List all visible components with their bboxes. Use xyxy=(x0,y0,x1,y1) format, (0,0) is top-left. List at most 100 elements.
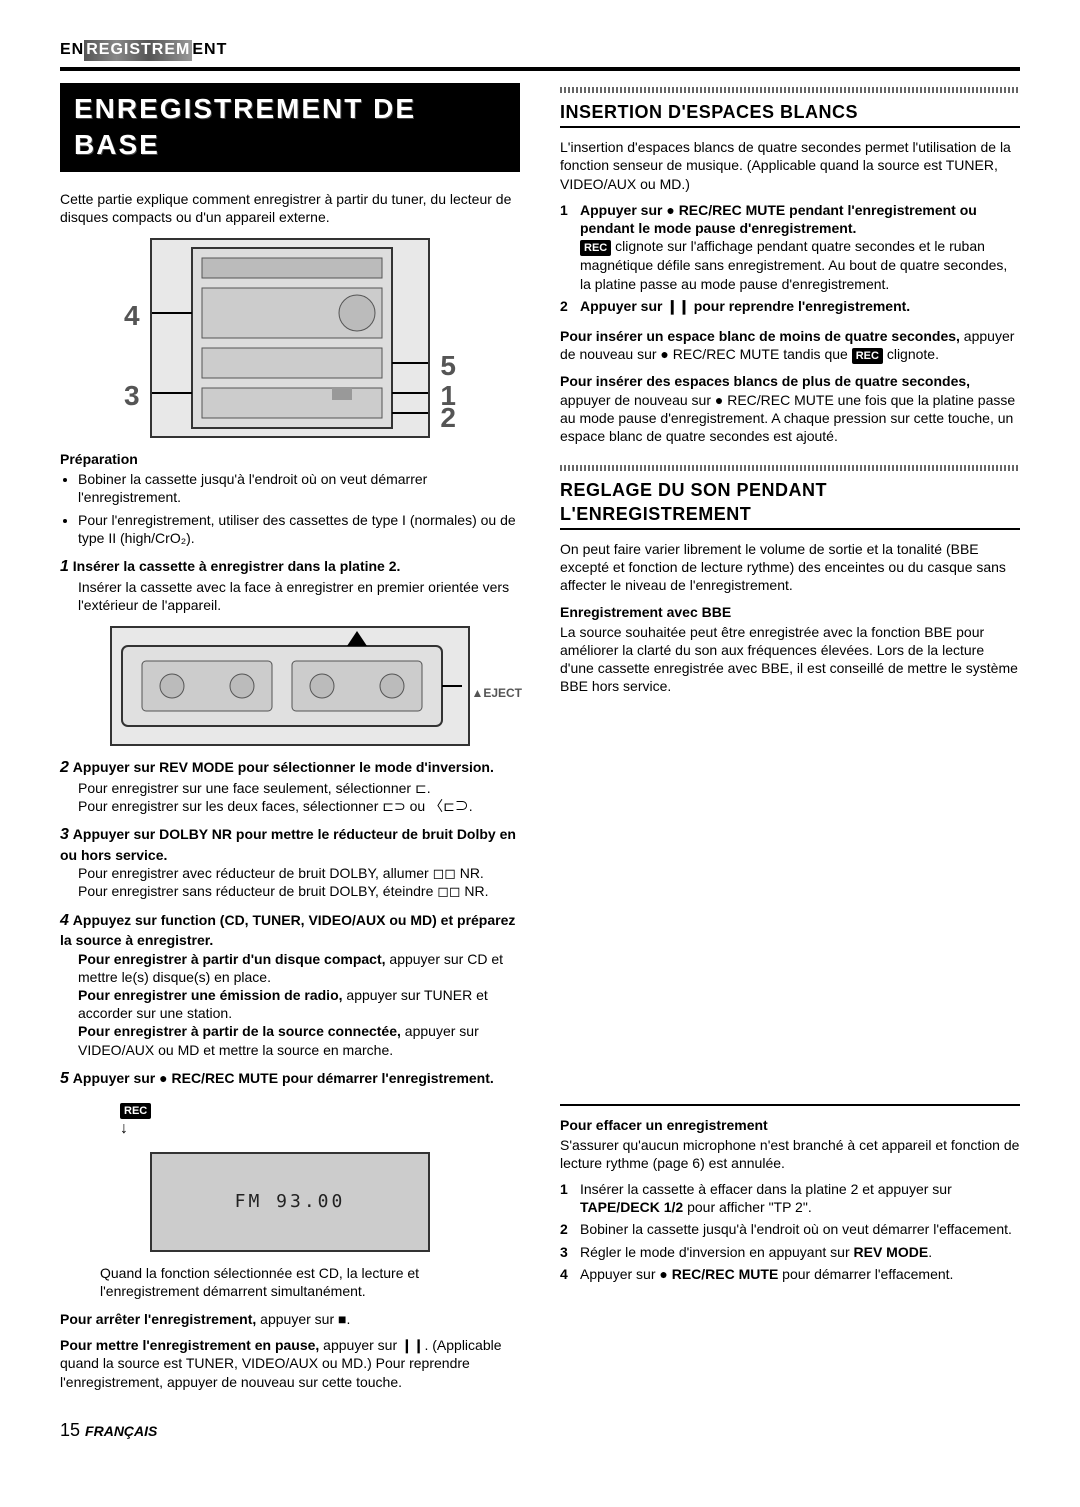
item-bold: Appuyer sur ● REC/REC MUTE pendant l'enr… xyxy=(580,202,977,236)
right-column: INSERTION D'ESPACES BLANCS L'insertion d… xyxy=(560,83,1020,1399)
stop-line: Pour arrêter l'enregistrement, appuyer s… xyxy=(60,1310,520,1328)
display-diagram: FM 93.00 xyxy=(150,1152,430,1252)
step-num: 5 xyxy=(60,1070,69,1087)
item-bold: Appuyer sur ❙❙ pour reprendre l'enregist… xyxy=(580,297,910,315)
erase-intro: S'assurer qu'aucun microphone n'est bran… xyxy=(560,1136,1020,1172)
step-num: 1 xyxy=(60,558,69,575)
rec-badge-icon: REC xyxy=(580,240,611,256)
page-number: 15 xyxy=(60,1420,80,1440)
header-pre: EN xyxy=(60,41,84,58)
deck-diagram: ▲EJECT xyxy=(110,626,470,746)
list-item: Bobiner la cassette jusqu'à l'endroit où… xyxy=(78,470,520,506)
page-footer: 15 FRANÇAIS xyxy=(60,1419,1020,1442)
prep-bullets: Bobiner la cassette jusqu'à l'endroit où… xyxy=(60,470,520,547)
step-title: Appuyer sur DOLBY NR pour mettre le rédu… xyxy=(60,826,516,863)
erase-text-a: Régler le mode d'inversion en appuyant s… xyxy=(580,1244,854,1260)
thick-sep xyxy=(560,1104,1020,1106)
sec1-more-bold: Pour insérer des espaces blancs de plus … xyxy=(560,373,970,389)
stop-rest: appuyer sur ■. xyxy=(256,1311,350,1327)
deck-svg xyxy=(112,626,468,746)
step-num: 4 xyxy=(60,912,69,929)
sec1-underline xyxy=(560,126,1020,128)
eject-label: ▲EJECT xyxy=(471,686,522,702)
step-num: 2 xyxy=(60,759,69,776)
diagram-num-4: 4 xyxy=(124,298,140,334)
sec1-intro: L'insertion d'espaces blancs de quatre s… xyxy=(560,138,1020,193)
page-lang: FRANÇAIS xyxy=(85,1423,157,1439)
list-item: 1 Insérer la cassette à effacer dans la … xyxy=(560,1180,1020,1216)
header-smudge: REGISTREM xyxy=(84,40,192,61)
list-item: Pour l'enregistrement, utiliser des cass… xyxy=(78,511,520,547)
item-body: clignote sur l'affichage pendant quatre … xyxy=(580,238,1007,291)
step-body: Pour enregistrer à partir d'un disque co… xyxy=(78,950,520,1059)
erase-title: Pour effacer un enregistrement xyxy=(560,1116,1020,1134)
sec1-title: INSERTION D'ESPACES BLANCS xyxy=(560,101,1020,124)
header-post: ENT xyxy=(192,41,227,58)
step4-part-bold: Pour enregistrer une émission de radio, xyxy=(78,987,343,1003)
erase-text-b: pour afficher "TP 2". xyxy=(683,1199,812,1215)
item-num: 4 xyxy=(560,1265,580,1283)
sec1-less-bold: Pour insérer un espace blanc de moins de… xyxy=(560,328,960,344)
step-title: Appuyer sur ● REC/REC MUTE pour démarrer… xyxy=(73,1070,494,1086)
sec2-bbe-title: Enregistrement avec BBE xyxy=(560,603,1020,621)
list-item: 2 Bobiner la cassette jusqu'à l'endroit … xyxy=(560,1220,1020,1238)
sec1-list: 1 Appuyer sur ● REC/REC MUTE pendant l'e… xyxy=(560,201,1020,315)
header-rule xyxy=(60,67,1020,71)
sec2-bbe-body: La source souhaitée peut être enregistré… xyxy=(560,623,1020,696)
stop-bold: Pour arrêter l'enregistrement, xyxy=(60,1311,256,1327)
left-column: ENREGISTREMENT DE BASE Cette partie expl… xyxy=(60,83,520,1399)
intro-text: Cette partie explique comment enregistre… xyxy=(60,190,520,226)
step-4: 4 Appuyez sur function (CD, TUNER, VIDEO… xyxy=(60,911,520,1059)
item-num: 1 xyxy=(560,1180,580,1216)
erase-text-a: Appuyer sur ● xyxy=(580,1266,672,1282)
step-title: Insérer la cassette à enregistrer dans l… xyxy=(73,558,401,574)
step4-part-bold: Pour enregistrer à partir de la source c… xyxy=(78,1023,401,1039)
prep-heading: Préparation xyxy=(60,450,520,468)
rec-badge-icon: REC xyxy=(852,348,883,364)
sec2-underline xyxy=(560,528,1020,530)
step-body: Pour enregistrer sur une face seulement,… xyxy=(78,779,520,815)
pause-line: Pour mettre l'enregistrement en pause, a… xyxy=(60,1336,520,1391)
sec2-intro: On peut faire varier librement le volume… xyxy=(560,540,1020,595)
step-1: 1 Insérer la cassette à enregistrer dans… xyxy=(60,557,520,614)
step-num: 3 xyxy=(60,826,69,843)
rec-badge-icon: REC xyxy=(120,1103,151,1119)
step-3: 3 Appuyer sur DOLBY NR pour mettre le ré… xyxy=(60,825,520,900)
erase-text-a: Insérer la cassette à effacer dans la pl… xyxy=(580,1181,952,1197)
list-item: 4 Appuyer sur ● REC/REC MUTE pour démarr… xyxy=(560,1265,1020,1283)
dotted-rule xyxy=(560,87,1020,93)
erase-bold: REV MODE xyxy=(854,1244,929,1260)
display-caption: Quand la fonction sélectionnée est CD, l… xyxy=(100,1264,520,1300)
spacer xyxy=(560,704,1020,1084)
step-title: Appuyer sur REV MODE pour sélectionner l… xyxy=(73,759,494,775)
list-item: 1 Appuyer sur ● REC/REC MUTE pendant l'e… xyxy=(560,201,1020,293)
sec1-less: Pour insérer un espace blanc de moins de… xyxy=(560,327,1020,364)
diagram-num-3: 3 xyxy=(124,378,140,414)
list-item: 2 Appuyer sur ❙❙ pour reprendre l'enregi… xyxy=(560,297,1020,315)
item-num: 1 xyxy=(560,201,580,293)
page-header: ENREGISTREMENT xyxy=(60,40,1020,71)
item-num: 3 xyxy=(560,1243,580,1261)
step-title: Appuyez sur function (CD, TUNER, VIDEO/A… xyxy=(60,912,515,949)
list-item: 3 Régler le mode d'inversion en appuyant… xyxy=(560,1243,1020,1261)
sec1-more-rest: appuyer de nouveau sur ● REC/REC MUTE un… xyxy=(560,392,1015,444)
erase-text-b: . xyxy=(928,1244,932,1260)
erase-text-a: Bobiner la cassette jusqu'à l'endroit où… xyxy=(580,1220,1012,1238)
stereo-diagram: 4 3 5 1 2 xyxy=(150,238,430,438)
stereo-svg xyxy=(152,238,428,438)
step-body: Pour enregistrer avec réducteur de bruit… xyxy=(78,864,520,900)
title-banner: ENREGISTREMENT DE BASE xyxy=(60,83,520,172)
dotted-rule xyxy=(560,465,1020,471)
step4-part-bold: Pour enregistrer à partir d'un disque co… xyxy=(78,951,386,967)
step-body: Insérer la cassette avec la face à enreg… xyxy=(78,578,520,614)
header-title: ENREGISTREMENT xyxy=(60,40,1020,61)
diagram-num-2: 2 xyxy=(440,400,456,436)
step-2: 2 Appuyer sur REV MODE pour sélectionner… xyxy=(60,758,520,815)
erase-list: 1 Insérer la cassette à effacer dans la … xyxy=(560,1180,1020,1283)
item-num: 2 xyxy=(560,297,580,315)
arrow-down-icon: ↓ xyxy=(120,1120,128,1137)
pause-bold: Pour mettre l'enregistrement en pause, xyxy=(60,1337,319,1353)
display-text: FM 93.00 xyxy=(235,1190,346,1213)
item-num: 2 xyxy=(560,1220,580,1238)
sec2-title: REGLAGE DU SON PENDANT L'ENREGISTREMENT xyxy=(560,479,1020,526)
